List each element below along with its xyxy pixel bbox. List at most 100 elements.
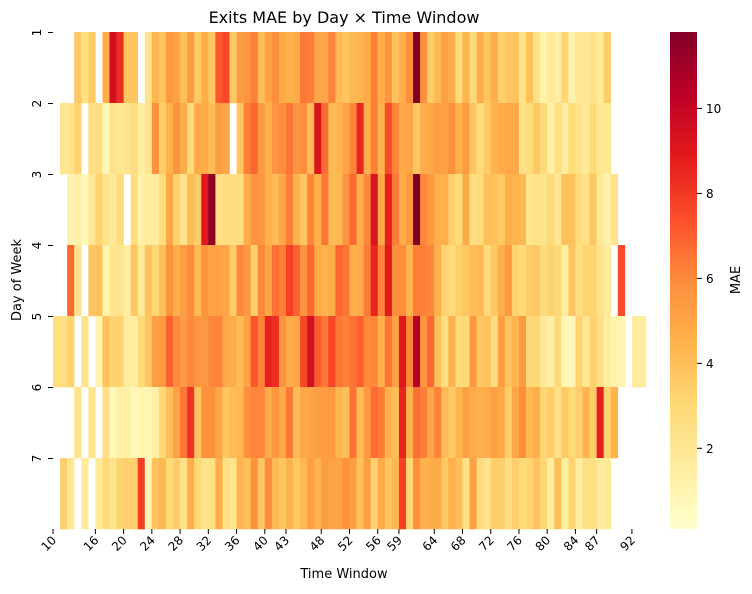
heatmap-cell bbox=[490, 103, 499, 175]
heatmap-cell bbox=[229, 32, 237, 104]
heatmap-cell bbox=[575, 245, 583, 317]
heatmap-cell bbox=[236, 387, 244, 459]
heatmap-cell bbox=[243, 387, 251, 459]
heatmap-cell bbox=[102, 32, 110, 104]
y-axis-label: Day of Week bbox=[10, 238, 25, 321]
heatmap-cell bbox=[398, 103, 407, 175]
x-tick-label: 16 bbox=[81, 533, 102, 554]
heatmap-cell bbox=[469, 32, 477, 104]
heatmap-cell bbox=[497, 103, 506, 175]
heatmap-cell bbox=[173, 245, 181, 317]
y-tick-label: 4 bbox=[30, 242, 44, 250]
heatmap-cell bbox=[130, 174, 139, 246]
heatmap-cell bbox=[370, 32, 379, 104]
heatmap-cell bbox=[370, 103, 379, 175]
heatmap-cell bbox=[321, 458, 329, 530]
heatmap-cell bbox=[151, 103, 160, 175]
heatmap-cell bbox=[398, 245, 407, 317]
heatmap-cell bbox=[321, 32, 329, 104]
heatmap-cell bbox=[293, 103, 301, 175]
heatmap-cell bbox=[151, 458, 160, 530]
heatmap-cell bbox=[427, 316, 435, 388]
heatmap-cell bbox=[250, 458, 259, 530]
heatmap-cell bbox=[271, 316, 280, 388]
heatmap-cell bbox=[533, 103, 541, 175]
x-tick-label: 24 bbox=[137, 533, 158, 554]
heatmap-cell bbox=[349, 387, 357, 459]
heatmap-cell bbox=[187, 32, 195, 104]
heatmap-cell bbox=[328, 387, 336, 459]
heatmap-cell bbox=[116, 103, 124, 175]
heatmap-cell bbox=[568, 316, 576, 388]
heatmap-cell bbox=[462, 458, 470, 530]
heatmap-cell bbox=[384, 245, 393, 317]
heatmap-cell bbox=[617, 316, 626, 388]
heatmap-cell bbox=[123, 458, 131, 530]
heatmap-cell bbox=[74, 245, 82, 317]
heatmap-cell bbox=[526, 32, 534, 104]
heatmap-cell bbox=[102, 387, 110, 459]
heatmap-cell bbox=[547, 32, 555, 104]
heatmap-cell bbox=[384, 387, 393, 459]
heatmap-cell bbox=[335, 387, 343, 459]
heatmap-cell bbox=[328, 103, 336, 175]
heatmap-cell bbox=[582, 103, 590, 175]
heatmap-cell bbox=[243, 103, 251, 175]
heatmap-cell bbox=[307, 458, 315, 530]
heatmap-cell bbox=[469, 387, 477, 459]
heatmap-cell bbox=[476, 32, 484, 104]
heatmap-cell bbox=[264, 316, 273, 388]
heatmap-cell bbox=[511, 458, 520, 530]
heatmap-cell bbox=[568, 458, 576, 530]
heatmap-cell bbox=[434, 174, 442, 246]
heatmap-cell bbox=[187, 245, 195, 317]
heatmap-cell bbox=[540, 387, 548, 459]
heatmap-cell bbox=[391, 316, 400, 388]
heatmap-cell bbox=[187, 316, 195, 388]
heatmap-cell bbox=[391, 174, 400, 246]
heatmap-cell bbox=[441, 174, 449, 246]
heatmap-cell bbox=[413, 245, 421, 317]
heatmap-cell bbox=[413, 103, 421, 175]
heatmap-cell bbox=[356, 458, 364, 530]
heatmap-cell bbox=[215, 32, 223, 104]
heatmap-cell bbox=[236, 245, 244, 317]
heatmap-cell bbox=[540, 245, 548, 317]
heatmap-cell bbox=[596, 103, 604, 175]
heatmap-cell bbox=[81, 316, 89, 388]
heatmap-cell bbox=[533, 458, 541, 530]
heatmap-cell bbox=[561, 103, 569, 175]
heatmap-cell bbox=[434, 387, 442, 459]
heatmap-cell bbox=[158, 32, 167, 104]
heatmap-cell bbox=[483, 316, 492, 388]
heatmap-cell bbox=[285, 174, 294, 246]
y-tick-label: 5 bbox=[30, 313, 44, 321]
heatmap-cell bbox=[547, 245, 555, 317]
colorbar-label: MAE bbox=[729, 266, 744, 294]
heatmap-cell bbox=[328, 32, 336, 104]
heatmap-cell bbox=[413, 387, 421, 459]
heatmap-cell bbox=[582, 174, 590, 246]
heatmap-cell bbox=[363, 387, 371, 459]
heatmap-cell bbox=[441, 103, 449, 175]
heatmap-cell bbox=[67, 245, 75, 317]
heatmap-cell bbox=[370, 458, 379, 530]
heatmap-cell bbox=[420, 316, 428, 388]
heatmap-cell bbox=[208, 32, 216, 104]
heatmap-cell bbox=[264, 458, 273, 530]
heatmap-cell bbox=[349, 245, 357, 317]
heatmap-cell bbox=[137, 387, 146, 459]
heatmap-cell bbox=[285, 316, 294, 388]
heatmap-cell bbox=[363, 103, 371, 175]
heatmap-cell bbox=[561, 245, 569, 317]
heatmap-cell bbox=[187, 458, 195, 530]
heatmap-cell bbox=[151, 245, 160, 317]
heatmap-cell bbox=[293, 245, 301, 317]
heatmap-cell bbox=[264, 174, 273, 246]
heatmap-cell bbox=[533, 245, 541, 317]
heatmap-cell bbox=[194, 316, 202, 388]
heatmap-cell bbox=[180, 458, 188, 530]
heatmap-cell bbox=[540, 174, 548, 246]
heatmap-cell bbox=[476, 245, 484, 317]
heatmap-cell bbox=[356, 245, 364, 317]
